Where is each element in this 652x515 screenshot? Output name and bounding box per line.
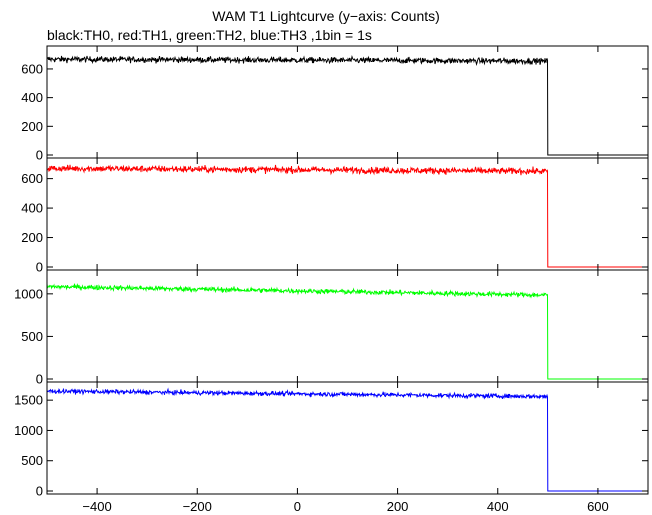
y-tick-label: 600 [21, 171, 43, 186]
series-line-th1 [46, 164, 648, 268]
panel-frame-th0 [46, 45, 649, 159]
y-tick-label: 0 [36, 372, 43, 387]
panel-frame-th1 [46, 157, 649, 271]
series-line-th0 [46, 55, 648, 156]
chart-title: WAM T1 Lightcurve (y−axis: Counts) [212, 8, 440, 24]
y-tick-label: 1000 [14, 286, 43, 301]
panel-frame-th3 [46, 381, 649, 495]
x-tick-label: 200 [387, 499, 409, 514]
y-tick-label: 400 [21, 90, 43, 105]
x-tick-label: −200 [183, 499, 212, 514]
x-tick-label: 0 [294, 499, 301, 514]
y-tick-label: 1000 [14, 423, 43, 438]
chart-subtitle: black:TH0, red:TH1, green:TH2, blue:TH3 … [47, 27, 372, 43]
series-line-th3 [46, 387, 648, 492]
y-tick-label: 200 [21, 119, 43, 134]
x-tick-label: −400 [82, 499, 111, 514]
y-tick-label: 0 [36, 260, 43, 275]
y-tick-label: 600 [21, 61, 43, 76]
x-tick-label: 400 [487, 499, 509, 514]
y-tick-label: 1500 [14, 393, 43, 408]
y-tick-label: 0 [36, 484, 43, 499]
series-line-th2 [46, 283, 648, 380]
y-tick-label: 200 [21, 230, 43, 245]
x-tick-label: 600 [587, 499, 609, 514]
y-tick-label: 500 [21, 329, 43, 344]
y-tick-label: 400 [21, 201, 43, 216]
y-tick-label: 0 [36, 148, 43, 163]
y-tick-label: 500 [21, 453, 43, 468]
